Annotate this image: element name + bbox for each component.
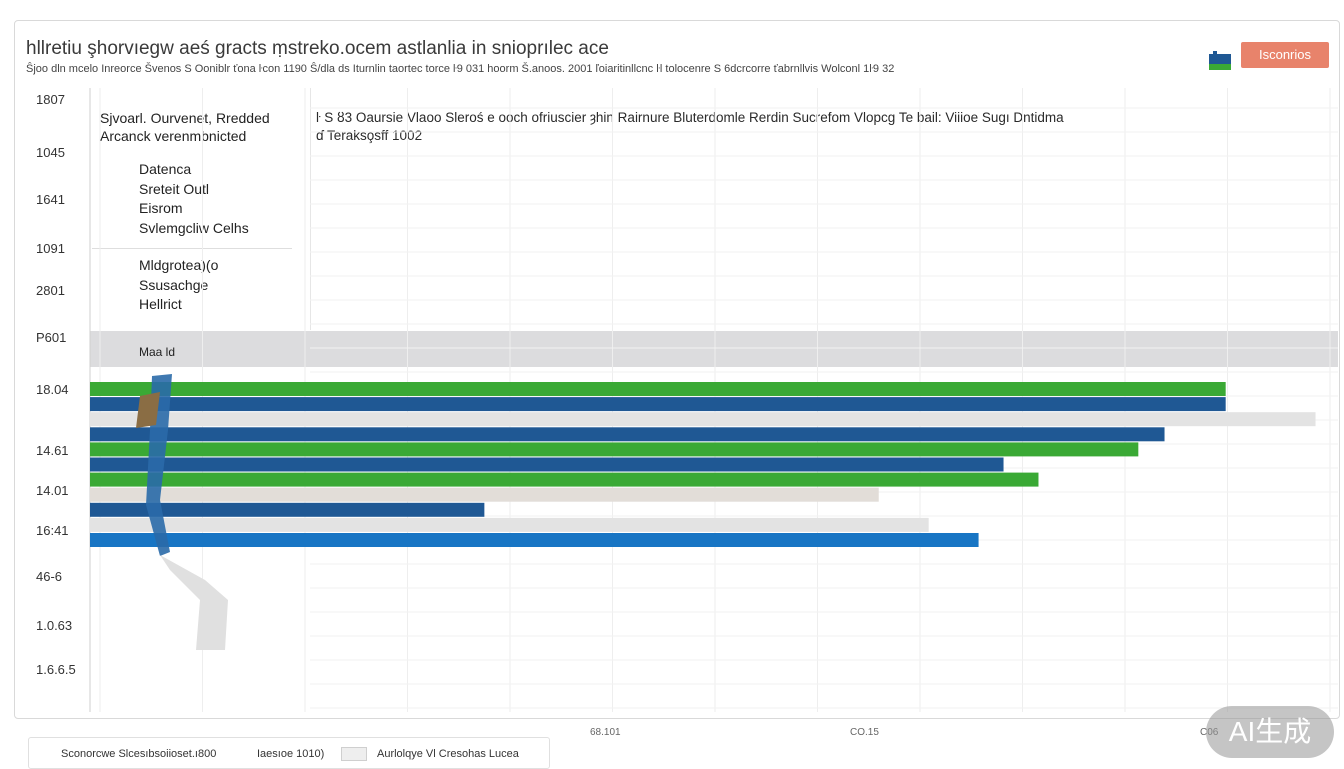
legend-heading: Sjvoarl. Ourvenet, Rredded Arcanck veren…	[100, 109, 305, 145]
bar-green[interactable]	[90, 442, 1139, 457]
legend-heading-line: Sjvoarl. Ourvenet, Rredded	[100, 110, 270, 126]
y-tick-label: 14.61	[36, 443, 69, 458]
org-logo-icon	[1209, 51, 1231, 70]
y-tick-label: 46-6	[36, 569, 62, 584]
y-tick-label: 2801	[36, 283, 65, 298]
brand-logo: Isconrios	[1241, 42, 1329, 68]
y-tick-label: 14.01	[36, 483, 69, 498]
legend-swatch	[341, 747, 367, 761]
y-tick-label: 1807	[36, 92, 65, 107]
legend-panel: Sjvoarl. Ourvenet, Rredded Arcanck veren…	[90, 88, 311, 330]
bars-group	[90, 382, 1316, 547]
footer-legend-item[interactable]: Sconorcwe Slcesıbsoiioset.ı800	[61, 748, 217, 760]
y-tick-label: 1091	[36, 241, 65, 256]
bar-grey[interactable]	[90, 517, 929, 532]
legend-footer: Sconorcwe Slcesıbsoiioset.ı800 Iaesıoe 1…	[28, 737, 550, 769]
legend-item[interactable]: Sreteit Outl	[139, 180, 210, 197]
ai-watermark: AI生成	[1206, 706, 1334, 758]
x-tick-label: 68.101	[590, 727, 621, 738]
y-tick-label: 1.0.63	[36, 618, 72, 633]
bar-grey[interactable]	[90, 412, 1316, 427]
group-band	[90, 331, 1338, 367]
ribbon-shape	[136, 392, 160, 428]
y-tick-label: P601	[36, 330, 66, 345]
legend-item[interactable]: Hellrict	[139, 296, 182, 312]
legend-item[interactable]: Mldgrotea)(o	[139, 257, 219, 273]
y-tick-label: 18.04	[36, 382, 69, 397]
y-tick-label: 1.6.6.5	[36, 662, 76, 677]
legend-item[interactable]: Svlemgcliw Celhs	[139, 219, 249, 236]
bar-green[interactable]	[90, 472, 1039, 487]
legend-group-2: Mldgrotea)(o Ssusachge Hellrict	[139, 256, 218, 315]
y-tick-label: 1045	[36, 145, 65, 160]
bar-blue[interactable]	[90, 533, 979, 547]
chart-title: hllretiu şhorvıegw aeś gracts ṃstreko.oc…	[26, 38, 609, 59]
legend-divider	[92, 248, 292, 249]
legend-heading-line: Arcanck verenmbnicted	[100, 128, 247, 144]
bar-navy[interactable]	[90, 502, 485, 517]
ribbon-decoration	[136, 374, 228, 650]
bar-green[interactable]	[90, 382, 1226, 396]
y-tick-labels: 1807 1045 1641 1091 2801 P601 18.04 14.61 14.01 1…	[36, 92, 76, 677]
y-tick-label: 16:41	[36, 523, 69, 538]
legend-item[interactable]: Eisrom	[139, 200, 183, 216]
x-tick-label: CO.15	[850, 727, 879, 738]
group-band-label: Maa ld	[139, 345, 176, 359]
bar-navy[interactable]	[90, 457, 1004, 472]
bar-navy[interactable]	[90, 397, 1226, 412]
ribbon-shape	[160, 555, 228, 650]
bar-beige[interactable]	[90, 487, 879, 502]
column-headers: ŀ S ȣ3 Oaursie Vlaoo Sleroś e ooch ofriu…	[316, 110, 1064, 125]
legend-item[interactable]: Datenca	[139, 161, 192, 177]
footer-legend-item[interactable]: Iaesıoe 1010)	[257, 748, 325, 760]
footer-legend-item[interactable]: Aurlolqye Vl Cresohas Lucea	[377, 748, 519, 760]
legend-group-1: Datenca Sreteit Outl Eisrom Svlemgcliw C…	[139, 160, 249, 238]
chart-subtitle: Ŝjoo dln mcelo Inreorce Švenos S Ooniblr…	[26, 63, 895, 75]
y-tick-label: 1641	[36, 192, 65, 207]
legend-item[interactable]: Ssusachge	[139, 276, 209, 293]
bar-navy[interactable]	[90, 427, 1165, 442]
